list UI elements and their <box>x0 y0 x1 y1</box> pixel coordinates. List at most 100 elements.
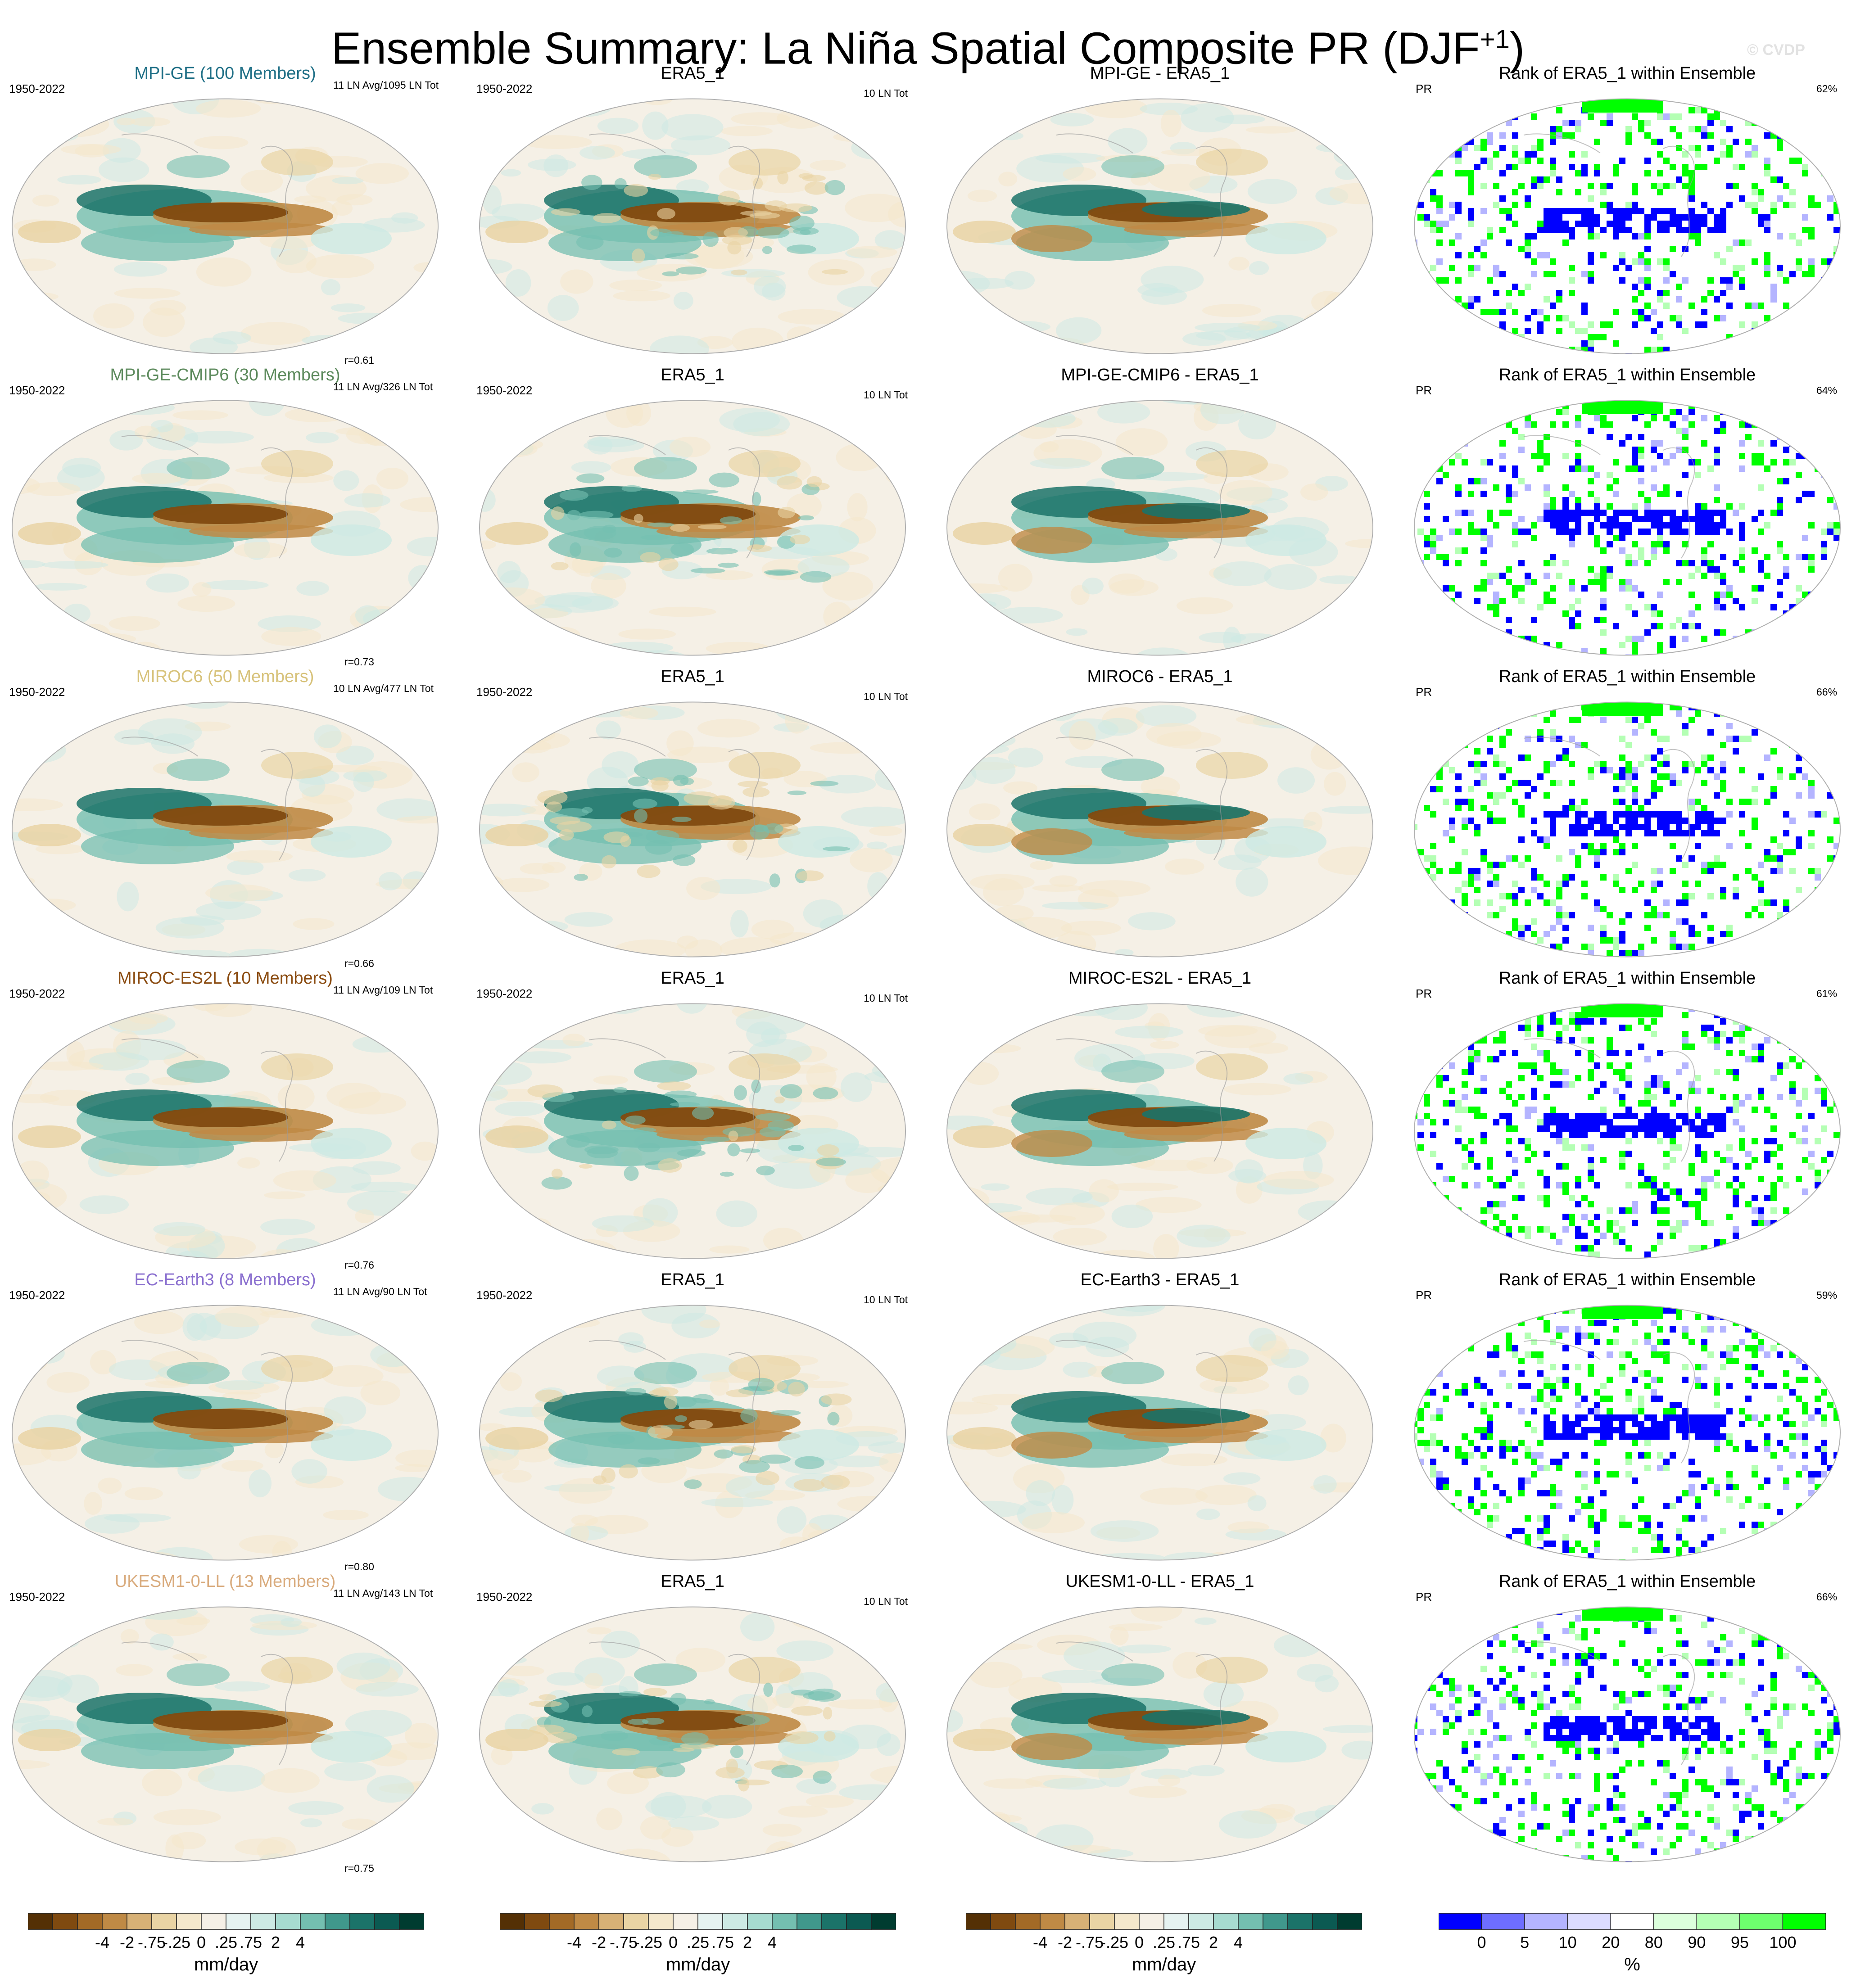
precip-map-panel <box>12 400 439 656</box>
model-panel-title: MPI-GE (100 Members) <box>134 64 316 83</box>
colorbar-swatch <box>151 1913 177 1930</box>
colorbar-swatch <box>722 1913 748 1930</box>
obs-panel-title: ERA5_1 <box>661 969 724 988</box>
precip-map-panel <box>946 98 1373 354</box>
obs-year-range: 1950-2022 <box>476 82 533 95</box>
model-event-count: 11 LN Avg/109 LN Tot <box>333 984 433 996</box>
model-year-range: 1950-2022 <box>9 1590 65 1604</box>
colorbar-tick-label: 10 <box>1558 1933 1577 1952</box>
colorbar-swatch <box>275 1913 301 1930</box>
precip-map-panel <box>12 98 439 354</box>
colorbar-tick-label: 100 <box>1769 1933 1797 1952</box>
colorbar-tick-label: 4 <box>295 1933 305 1952</box>
precip-map-panel <box>946 701 1373 958</box>
obs-panel-title: ERA5_1 <box>661 64 724 83</box>
colorbar-tick-label: -4 <box>95 1933 110 1952</box>
model-panel-title: MIROC6 (50 Members) <box>136 667 314 686</box>
colorbar-swatch <box>176 1913 202 1930</box>
colorbar-tick-label: -.25 <box>1100 1933 1129 1952</box>
model-panel-title: MPI-GE-CMIP6 (30 Members) <box>110 366 340 384</box>
diff-panel-title: MIROC-ES2L - ERA5_1 <box>1068 969 1252 988</box>
precip-map-panel <box>479 1003 906 1259</box>
colorbar-swatch <box>846 1913 872 1930</box>
colorbar-swatch <box>772 1913 797 1930</box>
colorbar-tick-label: -.25 <box>634 1933 663 1952</box>
model-year-range: 1950-2022 <box>9 1288 65 1302</box>
rank-map-panel <box>1414 400 1841 656</box>
colorbar-swatch <box>1188 1913 1214 1930</box>
rank-percent: 64% <box>1816 384 1838 396</box>
colorbar-unit-label: % <box>1624 1955 1640 1974</box>
colorbar-unit-label: mm/day <box>1132 1955 1196 1974</box>
colorbar-swatch <box>598 1913 624 1930</box>
rank-percent: 59% <box>1816 1289 1838 1301</box>
model-event-count: 11 LN Avg/143 LN Tot <box>333 1587 433 1599</box>
rank-variable-label: PR <box>1416 82 1432 95</box>
colorbar-swatch <box>77 1913 103 1930</box>
diverging-colorbar <box>28 1913 424 1930</box>
colorbar-tick-label: 2 <box>1209 1933 1218 1952</box>
colorbar-swatch <box>673 1913 698 1930</box>
obs-event-count: 10 LN Tot <box>864 389 908 401</box>
colorbar-swatch <box>250 1913 276 1930</box>
precip-map-panel <box>479 400 906 656</box>
colorbar-swatch <box>374 1913 400 1930</box>
colorbar-tick-label: 4 <box>1233 1933 1243 1952</box>
colorbar-swatch <box>1114 1913 1140 1930</box>
colorbar-swatch <box>1263 1913 1288 1930</box>
rank-panel-title: Rank of ERA5_1 within Ensemble <box>1498 1270 1756 1289</box>
colorbar-swatch <box>1064 1913 1090 1930</box>
colorbar-swatch <box>1089 1913 1115 1930</box>
cvdp-credit: © CVDP <box>1747 41 1805 59</box>
rank-map-panel <box>1414 701 1841 958</box>
obs-event-count: 10 LN Tot <box>864 992 908 1004</box>
rank-variable-label: PR <box>1416 987 1432 1000</box>
colorbar-swatch <box>1312 1913 1338 1930</box>
colorbar-swatch <box>399 1913 424 1930</box>
precip-map-panel <box>479 1305 906 1561</box>
rank-panel-title: Rank of ERA5_1 within Ensemble <box>1498 667 1756 686</box>
colorbar-tick-label: .25 <box>686 1933 710 1952</box>
colorbar-swatch <box>1653 1913 1698 1930</box>
precip-map-panel <box>946 1606 1373 1862</box>
colorbar-swatch <box>1739 1913 1784 1930</box>
diff-panel-title: MIROC6 - ERA5_1 <box>1087 667 1233 686</box>
model-panel-title: MIROC-ES2L (10 Members) <box>118 969 333 988</box>
rank-colorbar <box>1439 1913 1826 1930</box>
rank-variable-label: PR <box>1416 685 1432 699</box>
colorbar-tick-label: .75 <box>1177 1933 1200 1952</box>
colorbar-swatch <box>1287 1913 1313 1930</box>
colorbar-tick-label: -2 <box>1057 1933 1073 1952</box>
model-year-range: 1950-2022 <box>9 685 65 699</box>
colorbar-swatch <box>300 1913 326 1930</box>
colorbar-tick-label: .25 <box>1152 1933 1176 1952</box>
colorbar-swatch <box>1163 1913 1189 1930</box>
colorbar-tick-label: 0 <box>196 1933 206 1952</box>
colorbar-tick-label: 80 <box>1644 1933 1663 1952</box>
obs-event-count: 10 LN Tot <box>864 87 908 99</box>
diverging-colorbar <box>966 1913 1362 1930</box>
colorbar-swatch <box>325 1913 350 1930</box>
model-event-count: 11 LN Avg/90 LN Tot <box>333 1286 427 1297</box>
diff-panel-title: MPI-GE - ERA5_1 <box>1090 64 1230 83</box>
obs-year-range: 1950-2022 <box>476 384 533 397</box>
rank-map-panel <box>1414 98 1841 354</box>
model-event-count: 11 LN Avg/326 LN Tot <box>333 381 433 393</box>
rank-panel-title: Rank of ERA5_1 within Ensemble <box>1498 969 1756 988</box>
model-year-range: 1950-2022 <box>9 987 65 1000</box>
colorbar-swatch <box>574 1913 599 1930</box>
precip-map-panel <box>946 1003 1373 1259</box>
rank-map-panel <box>1414 1305 1841 1561</box>
colorbar-swatch <box>697 1913 723 1930</box>
colorbar-tick-label: -.75 <box>137 1933 166 1952</box>
obs-panel-title: ERA5_1 <box>661 1270 724 1289</box>
precip-map-panel <box>479 98 906 354</box>
pattern-correlation: r=0.61 <box>344 354 374 366</box>
colorbar-tick-label: .75 <box>711 1933 734 1952</box>
obs-panel-title: ERA5_1 <box>661 366 724 384</box>
precip-map-panel <box>12 701 439 958</box>
colorbar-swatch <box>1439 1913 1482 1930</box>
precip-map-panel <box>12 1003 439 1259</box>
colorbar-swatch <box>102 1913 127 1930</box>
colorbar-tick-label: -2 <box>119 1933 135 1952</box>
